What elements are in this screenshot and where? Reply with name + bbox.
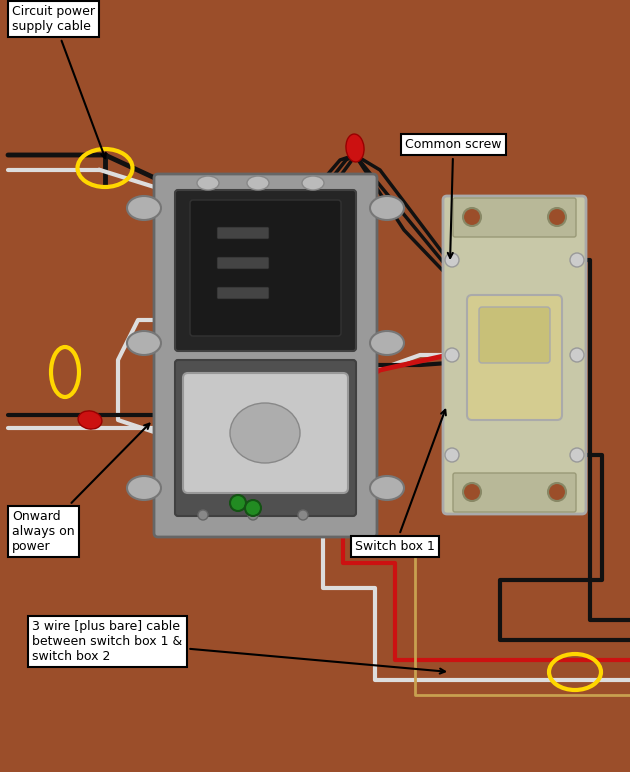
Ellipse shape: [346, 134, 364, 162]
Ellipse shape: [370, 476, 404, 500]
Circle shape: [248, 510, 258, 520]
FancyBboxPatch shape: [479, 307, 550, 363]
Circle shape: [198, 510, 208, 520]
Text: 3 wire [plus bare] cable
between switch box 1 &
switch box 2: 3 wire [plus bare] cable between switch …: [32, 620, 445, 674]
Circle shape: [445, 348, 459, 362]
FancyBboxPatch shape: [467, 295, 562, 420]
FancyBboxPatch shape: [190, 200, 341, 336]
FancyBboxPatch shape: [453, 473, 576, 512]
Ellipse shape: [230, 403, 300, 463]
Circle shape: [230, 495, 246, 511]
Circle shape: [445, 253, 459, 267]
FancyBboxPatch shape: [154, 174, 377, 537]
Ellipse shape: [370, 331, 404, 355]
Circle shape: [570, 348, 584, 362]
FancyBboxPatch shape: [183, 373, 348, 493]
Text: Circuit power
supply cable: Circuit power supply cable: [12, 5, 106, 158]
Circle shape: [463, 208, 481, 226]
Circle shape: [445, 448, 459, 462]
Circle shape: [570, 253, 584, 267]
Ellipse shape: [247, 176, 269, 190]
Ellipse shape: [302, 176, 324, 190]
Ellipse shape: [197, 176, 219, 190]
FancyBboxPatch shape: [175, 190, 356, 351]
Text: Common screw: Common screw: [405, 138, 501, 258]
FancyBboxPatch shape: [443, 196, 586, 514]
Circle shape: [245, 500, 261, 516]
Circle shape: [548, 208, 566, 226]
FancyBboxPatch shape: [217, 227, 269, 239]
Text: Switch box 1: Switch box 1: [355, 410, 446, 553]
Ellipse shape: [370, 196, 404, 220]
Ellipse shape: [78, 411, 102, 429]
Circle shape: [463, 483, 481, 501]
Ellipse shape: [127, 196, 161, 220]
Circle shape: [298, 510, 308, 520]
FancyBboxPatch shape: [217, 287, 269, 299]
FancyBboxPatch shape: [453, 198, 576, 237]
Ellipse shape: [127, 331, 161, 355]
Ellipse shape: [127, 476, 161, 500]
FancyBboxPatch shape: [175, 360, 356, 516]
Text: Onward
always on
power: Onward always on power: [12, 424, 149, 553]
Circle shape: [548, 483, 566, 501]
Circle shape: [570, 448, 584, 462]
FancyBboxPatch shape: [217, 257, 269, 269]
